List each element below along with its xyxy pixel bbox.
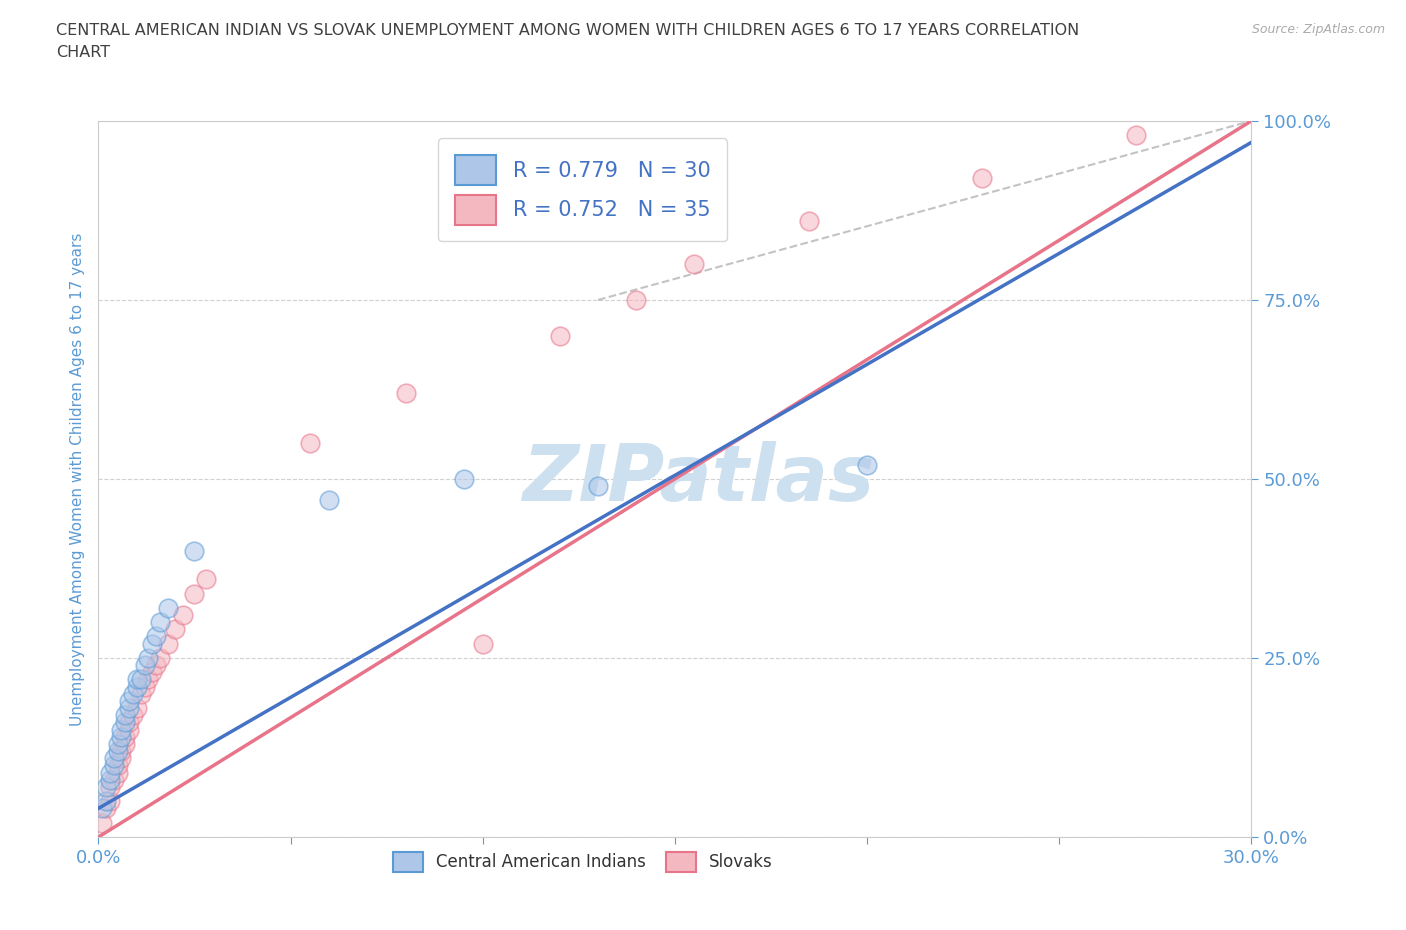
Point <box>91 801 114 816</box>
Point <box>98 779 121 794</box>
Point <box>125 672 148 687</box>
Point <box>183 543 205 558</box>
Point <box>183 586 205 601</box>
Point <box>856 458 879 472</box>
Text: ZIPatlas: ZIPatlas <box>522 441 875 517</box>
Point <box>145 658 167 672</box>
Point <box>145 629 167 644</box>
Point <box>626 293 648 308</box>
Point <box>110 729 132 744</box>
Point <box>98 772 121 787</box>
Point <box>94 794 117 809</box>
Point <box>94 801 117 816</box>
Legend: Central American Indians, Slovaks: Central American Indians, Slovaks <box>385 845 779 879</box>
Point <box>298 435 321 450</box>
Point <box>91 816 114 830</box>
Point <box>118 694 141 709</box>
Point <box>125 700 148 715</box>
Point <box>122 686 145 701</box>
Text: CENTRAL AMERICAN INDIAN VS SLOVAK UNEMPLOYMENT AMONG WOMEN WITH CHILDREN AGES 6 : CENTRAL AMERICAN INDIAN VS SLOVAK UNEMPL… <box>56 23 1080 38</box>
Point <box>110 722 132 737</box>
Point <box>114 729 136 744</box>
Point <box>453 472 475 486</box>
Point <box>149 615 172 630</box>
Point <box>172 607 194 622</box>
Text: CHART: CHART <box>56 45 110 60</box>
Point <box>103 772 125 787</box>
Point <box>118 722 141 737</box>
Point <box>103 751 125 765</box>
Point <box>195 572 218 587</box>
Point <box>683 257 706 272</box>
Point <box>107 765 129 780</box>
Point <box>471 636 494 651</box>
Point <box>114 708 136 723</box>
Point <box>118 700 141 715</box>
Point <box>972 171 994 186</box>
Point <box>138 651 160 666</box>
Point <box>125 679 148 694</box>
Point <box>107 758 129 773</box>
Point <box>110 751 132 765</box>
Point <box>107 744 129 759</box>
Point <box>548 328 571 343</box>
Point <box>156 601 179 616</box>
Point <box>103 758 125 773</box>
Y-axis label: Unemployment Among Women with Children Ages 6 to 17 years: Unemployment Among Women with Children A… <box>69 232 84 725</box>
Point <box>134 658 156 672</box>
Point <box>141 636 163 651</box>
Point <box>110 744 132 759</box>
Point <box>122 708 145 723</box>
Point <box>129 686 152 701</box>
Text: Source: ZipAtlas.com: Source: ZipAtlas.com <box>1251 23 1385 36</box>
Point <box>114 715 136 730</box>
Point <box>141 665 163 680</box>
Point <box>395 386 418 401</box>
Point <box>114 737 136 751</box>
Point <box>318 493 340 508</box>
Point <box>156 636 179 651</box>
Point <box>94 779 117 794</box>
Point <box>107 737 129 751</box>
Point <box>129 672 152 687</box>
Point <box>118 715 141 730</box>
Point <box>165 622 187 637</box>
Point <box>1125 127 1147 142</box>
Point <box>98 765 121 780</box>
Point <box>149 651 172 666</box>
Point <box>586 479 609 494</box>
Point <box>98 794 121 809</box>
Point <box>138 672 160 687</box>
Point <box>799 214 821 229</box>
Point <box>134 679 156 694</box>
